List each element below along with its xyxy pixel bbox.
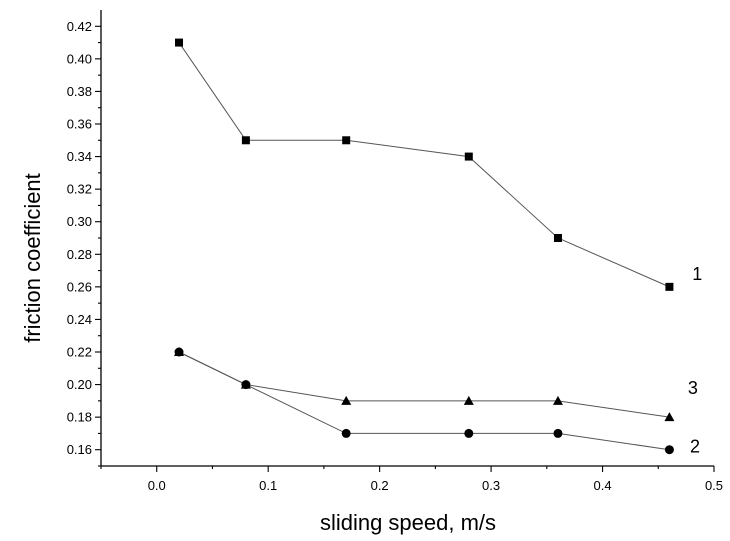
- series-1-point: [665, 282, 674, 291]
- series-3-point: [552, 395, 563, 405]
- series-lines: [178, 42, 670, 451]
- y-tick-label: 0.20: [67, 377, 92, 392]
- x-tick-label: 0.2: [371, 478, 389, 493]
- series-1-line: [178, 42, 670, 288]
- series-3-point: [463, 395, 474, 405]
- x-tick-label: 0.1: [259, 478, 277, 493]
- x-axis-title: sliding speed, m/s: [320, 510, 496, 535]
- y-tick-label: 0.36: [67, 117, 92, 132]
- series-1-point: [553, 234, 562, 242]
- series-1-point: [175, 38, 184, 47]
- series-labels: 1 2 3: [688, 264, 702, 457]
- x-tick-label: 0.0: [148, 478, 166, 493]
- series-1-point: [464, 152, 473, 161]
- ticks: 0.160.180.200.220.240.260.280.300.320.34…: [67, 19, 723, 493]
- y-tick-label: 0.32: [67, 182, 92, 197]
- series-2-point: [553, 428, 563, 438]
- series-3-point: [664, 412, 675, 422]
- series-markers: [174, 38, 675, 455]
- y-tick-label: 0.22: [67, 345, 92, 360]
- y-tick-label: 0.26: [67, 279, 92, 294]
- y-tick-label: 0.18: [67, 410, 92, 425]
- y-tick-label: 0.42: [67, 19, 92, 34]
- y-tick-label: 0.34: [67, 149, 92, 164]
- series-3-point: [174, 347, 185, 356]
- y-tick-label: 0.30: [67, 214, 92, 229]
- series-2-point: [464, 428, 474, 438]
- x-tick-label: 0.5: [705, 478, 723, 493]
- y-tick-label: 0.24: [67, 312, 92, 327]
- series-3-line: [178, 351, 670, 418]
- series-2-point: [664, 445, 674, 455]
- series-2-label: 2: [690, 436, 700, 456]
- series-1-point: [241, 136, 250, 145]
- y-axis-title: friction coefficient: [20, 173, 45, 343]
- series-1-label: 1: [692, 264, 702, 284]
- series-3-point: [240, 379, 251, 389]
- y-tick-label: 0.28: [67, 247, 92, 262]
- y-tick-label: 0.40: [67, 51, 92, 66]
- series-3-label: 3: [688, 378, 698, 398]
- x-tick-label: 0.3: [482, 478, 500, 493]
- axes: [100, 10, 714, 467]
- y-tick-label: 0.16: [67, 442, 92, 457]
- series-1-point: [342, 136, 351, 145]
- series-3-point: [341, 395, 352, 405]
- x-tick-label: 0.4: [594, 478, 612, 493]
- series-2-point: [341, 428, 351, 438]
- y-tick-label: 0.38: [67, 84, 92, 99]
